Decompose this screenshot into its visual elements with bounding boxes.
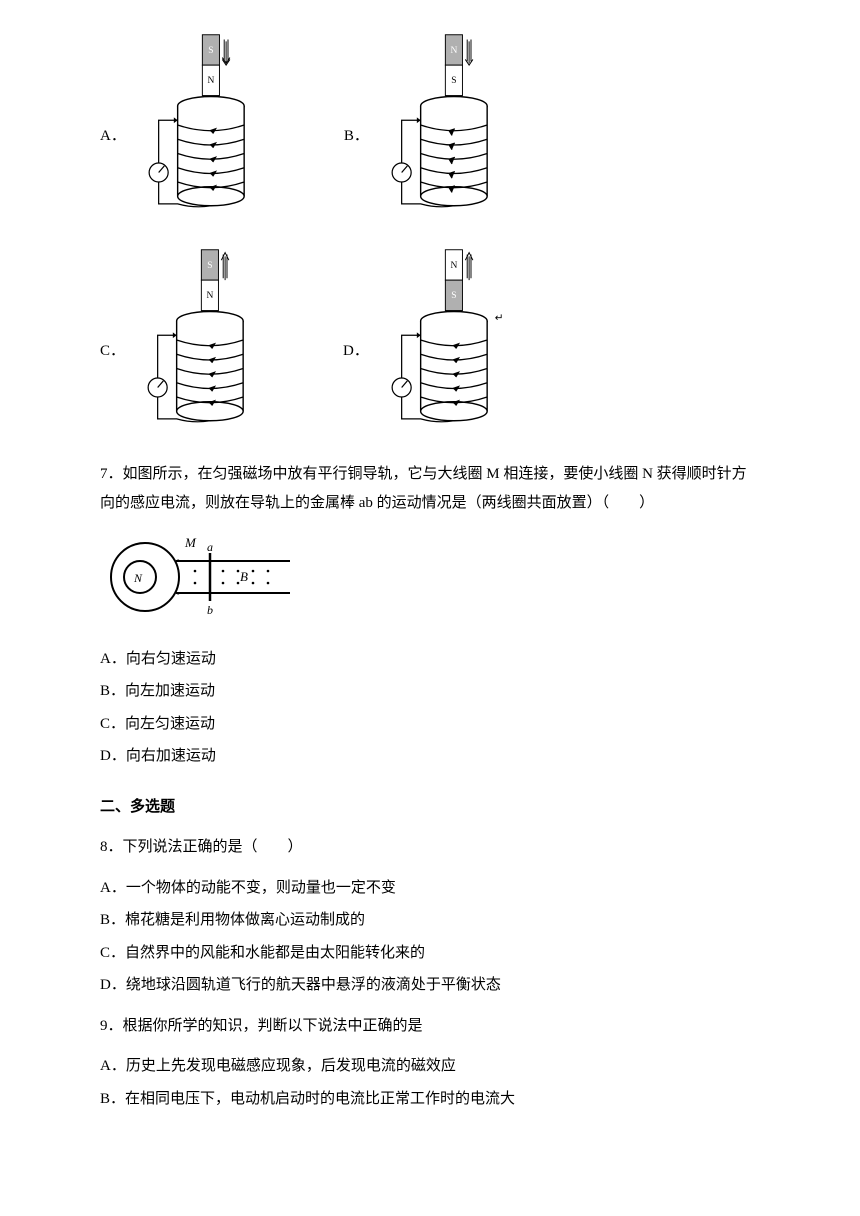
q8-option-A: A．一个物体的动能不变，则动量也一定不变 xyxy=(100,874,760,903)
svg-text:↵: ↵ xyxy=(495,313,504,324)
label-a: a xyxy=(207,540,213,554)
q9-option-B: B．在相同电压下，电动机启动时的电流比正常工作时的电流大 xyxy=(100,1085,760,1114)
q7-option-D: D．向右加速运动 xyxy=(100,742,760,771)
q9-options: A．历史上先发现电磁感应现象，后发现电流的磁效应 B．在相同电压下，电动机启动时… xyxy=(100,1052,760,1113)
q7-option-A: A．向右匀速运动 xyxy=(100,645,760,674)
q7-text: 7．如图所示，在匀强磁场中放有平行铜导轨，它与大线圈 M 相连接，要使小线圈 N… xyxy=(100,460,760,517)
q7-option-B: B．向左加速运动 xyxy=(100,677,760,706)
q6-option-D: D． N S ↵ xyxy=(343,245,527,435)
q6-option-A: A． S N xyxy=(100,30,284,220)
svg-text:N: N xyxy=(450,46,457,56)
q8-option-D: D．绕地球沿圆轨道飞行的航天器中悬浮的液滴处于平衡状态 xyxy=(100,971,760,1000)
svg-text:N: N xyxy=(450,261,457,271)
coil-diagram-B: N S xyxy=(377,30,527,220)
q8-option-C: C．自然界中的风能和水能都是由太阳能转化来的 xyxy=(100,939,760,968)
q7-option-C: C．向左匀速运动 xyxy=(100,710,760,739)
option-label: B． xyxy=(344,122,369,221)
label-M: M xyxy=(184,535,197,550)
svg-text:S: S xyxy=(208,46,213,56)
q7-figure: N M a b B xyxy=(100,529,760,635)
option-label: D． xyxy=(343,337,369,436)
section-2-heading: 二、多选题 xyxy=(100,793,760,822)
q9-text: 9．根据你所学的知识，判断以下说法中正确的是 xyxy=(100,1012,760,1041)
label-B: B xyxy=(240,569,248,584)
svg-text:N: N xyxy=(206,291,213,301)
label-b: b xyxy=(207,603,213,617)
coil-diagram-D: N S ↵ xyxy=(377,245,527,435)
option-label: A． xyxy=(100,122,126,221)
svg-text:N: N xyxy=(207,76,214,86)
label-N: N xyxy=(133,571,143,585)
q6-row-2: C． S N D xyxy=(100,245,760,435)
q9-option-A: A．历史上先发现电磁感应现象，后发现电流的磁效应 xyxy=(100,1052,760,1081)
q7-options: A．向右匀速运动 B．向左加速运动 C．向左匀速运动 D．向右加速运动 xyxy=(100,645,760,771)
svg-text:S: S xyxy=(451,76,456,86)
svg-text:S: S xyxy=(207,261,212,271)
q6-row-1: A． S N xyxy=(100,30,760,220)
option-label: C． xyxy=(100,337,125,436)
q6-option-B: B． N S xyxy=(344,30,527,220)
svg-text:S: S xyxy=(451,291,456,301)
q8-option-B: B．棉花糖是利用物体做离心运动制成的 xyxy=(100,906,760,935)
q8-options: A．一个物体的动能不变，则动量也一定不变 B．棉花糖是利用物体做离心运动制成的 … xyxy=(100,874,760,1000)
coil-diagram-C: S N xyxy=(133,245,283,435)
coil-diagram-A: S N xyxy=(134,30,284,220)
q6-option-C: C． S N xyxy=(100,245,283,435)
q8-text: 8．下列说法正确的是（ ） xyxy=(100,833,760,862)
